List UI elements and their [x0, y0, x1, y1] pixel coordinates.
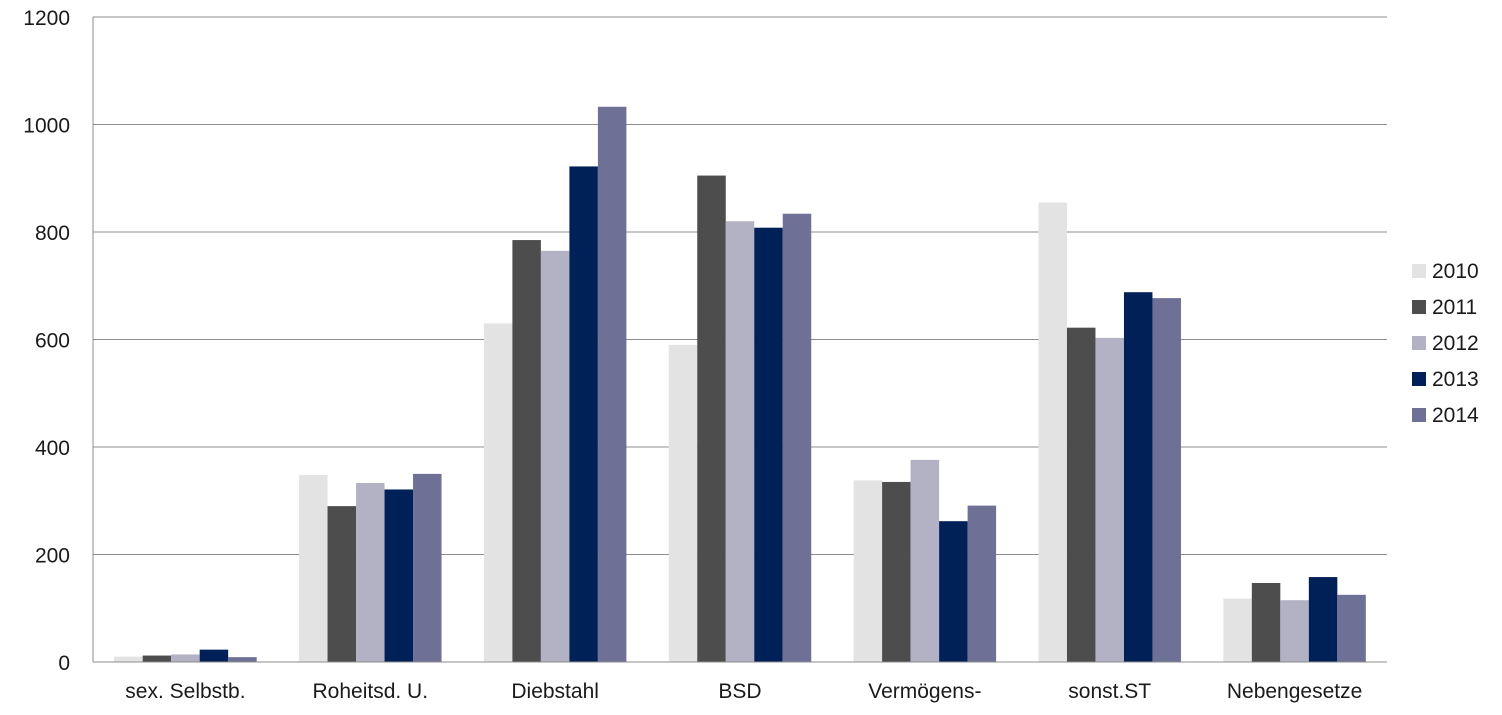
- bar-2011: [142, 655, 172, 662]
- bar-2014: [782, 213, 812, 662]
- bars-group: [114, 106, 1366, 663]
- bar-2010: [1038, 202, 1067, 662]
- bar-2012: [725, 221, 755, 662]
- bar-2013: [384, 489, 414, 662]
- legend-label: 2014: [1432, 404, 1479, 427]
- bar-2011: [1066, 327, 1096, 662]
- x-tick-label: Diebstahl: [511, 680, 599, 703]
- bar-2011: [1251, 582, 1281, 662]
- legend-label: 2012: [1432, 332, 1479, 355]
- bar-2013: [1123, 292, 1153, 662]
- bar-2012: [171, 654, 200, 662]
- bar-2012: [356, 483, 385, 662]
- bar-2013: [939, 521, 968, 662]
- y-tick-label: 1200: [23, 7, 70, 30]
- bar-2013: [569, 166, 598, 663]
- y-axis-tick-labels: 0 200 400 600 800 1000 1200: [23, 7, 70, 675]
- legend-swatch: [1412, 372, 1426, 386]
- legend-label: 2013: [1432, 368, 1479, 391]
- bar-2013: [199, 649, 229, 662]
- legend-label: 2011: [1432, 296, 1477, 319]
- x-tick-label: sex. Selbstb.: [125, 680, 245, 703]
- bar-2012: [910, 459, 940, 662]
- legend-label: 2010: [1432, 260, 1479, 283]
- x-tick-label: BSD: [718, 680, 761, 703]
- bar-2014: [413, 473, 442, 662]
- bar-2011: [512, 240, 541, 662]
- y-tick-label: 1000: [23, 115, 70, 138]
- bar-2011: [697, 175, 726, 662]
- legend-swatch: [1412, 264, 1426, 278]
- y-tick-label: 400: [35, 437, 70, 460]
- x-tick-label: Vermögens-: [868, 680, 981, 703]
- bar-2013: [754, 227, 783, 662]
- x-tick-label: sonst.ST: [1068, 680, 1151, 703]
- legend: 2010 2011 2012 2013 2014: [1412, 260, 1479, 427]
- x-tick-label: Roheitsd. U.: [313, 680, 429, 703]
- legend-swatch: [1412, 336, 1426, 350]
- bar-2012: [540, 250, 570, 662]
- bar-2014: [1337, 594, 1366, 662]
- bar-2012: [1280, 600, 1309, 662]
- bar-2014: [967, 505, 997, 662]
- bar-2014: [228, 657, 257, 662]
- bar-2014: [1152, 298, 1181, 662]
- y-tick-label: 800: [35, 222, 70, 245]
- bar-2011: [882, 481, 911, 662]
- bar-2014: [597, 106, 627, 662]
- bar-2010: [483, 323, 513, 662]
- legend-swatch: [1412, 300, 1426, 314]
- bar-2011: [327, 506, 357, 662]
- legend-swatch: [1412, 408, 1426, 422]
- axes: [92, 17, 1387, 663]
- y-tick-label: 200: [35, 545, 70, 568]
- y-tick-label: 600: [35, 330, 70, 353]
- bar-2010: [853, 480, 883, 662]
- y-tick-label: 0: [58, 652, 70, 675]
- bar-2010: [1223, 598, 1252, 662]
- bar-2010: [299, 474, 328, 662]
- bar-2010: [114, 656, 143, 662]
- bar-2013: [1308, 577, 1338, 662]
- bar-2012: [1095, 337, 1124, 662]
- bar-2010: [668, 344, 698, 662]
- x-tick-label: Nebengesetze: [1227, 680, 1362, 703]
- x-axis-tick-labels: sex. Selbstb. Roheitsd. U. Diebstahl BSD Ver…: [125, 680, 1362, 703]
